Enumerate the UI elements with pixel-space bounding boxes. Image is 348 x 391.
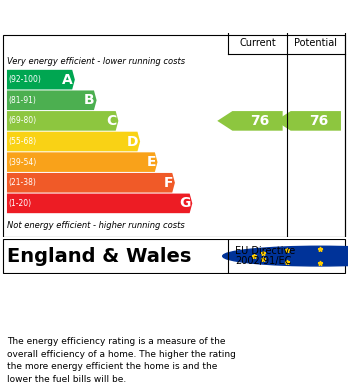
Polygon shape <box>7 111 118 131</box>
Text: England & Wales: England & Wales <box>7 247 191 265</box>
Text: Very energy efficient - lower running costs: Very energy efficient - lower running co… <box>7 57 185 66</box>
Text: Energy Efficiency Rating: Energy Efficiency Rating <box>10 5 258 24</box>
Polygon shape <box>7 173 175 192</box>
Circle shape <box>223 246 348 266</box>
Polygon shape <box>217 111 283 131</box>
Text: Current: Current <box>239 38 276 48</box>
Polygon shape <box>7 90 97 110</box>
Text: 76: 76 <box>309 114 328 128</box>
Text: E: E <box>146 155 156 169</box>
Text: B: B <box>84 93 95 107</box>
Text: F: F <box>164 176 173 190</box>
Polygon shape <box>276 111 341 131</box>
Text: A: A <box>62 73 73 87</box>
Text: 2002/91/EC: 2002/91/EC <box>235 256 291 266</box>
Text: (69-80): (69-80) <box>9 117 37 126</box>
Text: D: D <box>127 135 139 149</box>
Text: (92-100): (92-100) <box>9 75 41 84</box>
Text: EU Directive: EU Directive <box>235 246 295 256</box>
Text: (39-54): (39-54) <box>9 158 37 167</box>
Text: The energy efficiency rating is a measure of the
overall efficiency of a home. T: The energy efficiency rating is a measur… <box>7 337 236 384</box>
Text: Potential: Potential <box>294 38 337 48</box>
Text: (81-91): (81-91) <box>9 96 37 105</box>
Text: C: C <box>106 114 117 128</box>
Polygon shape <box>7 152 158 172</box>
Text: Not energy efficient - higher running costs: Not energy efficient - higher running co… <box>7 221 185 230</box>
Text: (21-38): (21-38) <box>9 178 37 187</box>
Text: 76: 76 <box>251 114 270 128</box>
Polygon shape <box>7 132 140 151</box>
Text: G: G <box>179 196 191 210</box>
Polygon shape <box>7 70 75 90</box>
Text: (55-68): (55-68) <box>9 137 37 146</box>
Polygon shape <box>7 194 192 213</box>
Text: (1-20): (1-20) <box>9 199 32 208</box>
